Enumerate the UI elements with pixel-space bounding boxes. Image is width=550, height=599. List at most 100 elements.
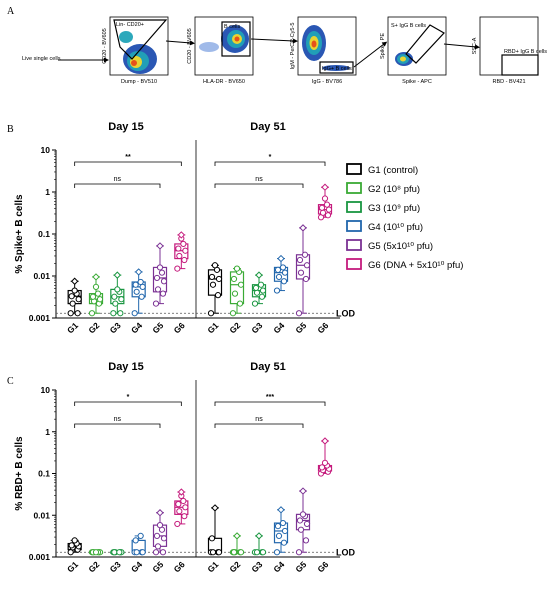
box-group	[273, 254, 289, 294]
data-point	[231, 290, 239, 297]
data-point	[257, 281, 265, 288]
y-tick-label: 10	[41, 145, 51, 155]
data-point	[71, 287, 78, 294]
day-title: Day 51	[250, 361, 285, 373]
data-point	[70, 277, 79, 285]
data-point	[321, 437, 329, 445]
data-point	[273, 549, 281, 556]
box-group	[317, 437, 333, 477]
day-title: Day 15	[108, 121, 143, 133]
data-point	[112, 300, 119, 307]
gate-outline	[113, 19, 168, 60]
gate-outline	[319, 61, 354, 74]
data-point	[230, 275, 238, 283]
data-point	[175, 245, 182, 252]
data-point	[154, 543, 162, 550]
x-tick-label: G6	[172, 559, 187, 574]
data-point	[233, 265, 241, 272]
significance-bracket	[214, 401, 326, 406]
data-point	[75, 296, 82, 303]
data-point	[88, 310, 96, 317]
data-point	[74, 310, 81, 317]
data-point	[113, 271, 122, 279]
significance-bracket	[74, 183, 161, 188]
data-point	[137, 532, 144, 540]
box-group	[88, 273, 104, 317]
gating-arrowhead	[189, 40, 195, 46]
data-point	[160, 535, 168, 542]
density-blob	[322, 65, 350, 71]
data-point	[176, 252, 183, 260]
data-point	[252, 284, 260, 292]
gate-outline	[501, 54, 539, 76]
data-point	[277, 254, 285, 263]
gating-plot: Lin- CD20+ Dump - BV510 CD20 - BV605	[102, 16, 195, 85]
x-tick-label: G6	[315, 320, 330, 335]
data-point	[255, 271, 263, 279]
data-point	[280, 539, 288, 546]
gate-outline	[221, 21, 251, 57]
legend-swatch	[346, 239, 362, 251]
data-point	[156, 242, 164, 250]
x-tick-label: G3	[249, 559, 264, 574]
box-group	[174, 488, 189, 528]
gate-label: Lin- CD20+	[116, 22, 144, 28]
legend-label: G5 (5x10¹⁰ pfu)	[368, 241, 433, 252]
significance-bracket	[74, 401, 182, 406]
gate-label: IgG+ B cells	[322, 66, 352, 72]
day-title: Day 15	[108, 361, 143, 373]
data-point	[71, 537, 78, 544]
plot-frame	[479, 16, 539, 76]
gating-plot: B cells HLA-DR - BV650 CD20 - BV605	[187, 16, 298, 85]
x-tick-label: G2	[227, 320, 242, 335]
significance-bracket	[214, 183, 304, 188]
data-point	[215, 549, 223, 556]
data-point	[68, 542, 75, 549]
gating-plot: IgG+ B cells IgG - BV786 IgM - PerCP-Cy5-5	[290, 16, 388, 85]
legend-label: G1 (control)	[368, 165, 418, 176]
box-group	[131, 532, 146, 556]
data-point	[118, 296, 125, 303]
data-point	[279, 264, 287, 271]
density-blob	[311, 40, 317, 48]
gating-arrowhead	[474, 44, 480, 50]
live-cells-label: Live single cells	[22, 56, 61, 62]
box-group	[207, 504, 223, 556]
gating-plot: S+ IgG B cells Spike - APC Spike - PE	[380, 16, 480, 85]
x-tick-label: G3	[108, 320, 123, 335]
x-tick-label: G2	[86, 559, 101, 574]
legend-swatch	[346, 163, 362, 175]
data-point	[299, 224, 307, 232]
lod-label: LOD	[336, 309, 355, 319]
data-point	[214, 292, 222, 299]
legend-label: G3 (10⁹ pfu)	[368, 203, 420, 214]
data-point	[303, 262, 311, 269]
gate-label: S+ IgG B cells	[391, 23, 426, 29]
x-tick-label: G5	[293, 559, 308, 574]
data-point	[301, 251, 309, 258]
gating-arrow	[250, 38, 295, 42]
data-point	[299, 511, 307, 518]
y-tick-label: 0.01	[33, 271, 50, 281]
gate-outline	[405, 24, 445, 64]
gating-arrow	[165, 40, 192, 44]
data-point	[259, 549, 267, 556]
data-point	[92, 283, 100, 291]
box-group	[251, 271, 267, 307]
day-title: Day 51	[250, 121, 285, 133]
panel-letter-a: A	[7, 6, 15, 17]
data-point	[281, 527, 289, 535]
legend-swatch	[346, 258, 362, 270]
plot-y-label: SSC-A	[472, 37, 478, 54]
data-point	[139, 549, 146, 556]
x-tick-label: G4	[271, 320, 286, 335]
data-point	[175, 500, 182, 508]
plot-y-label: Spike - PE	[380, 33, 386, 59]
significance-bracket	[214, 423, 304, 428]
data-point	[152, 300, 160, 307]
data-point	[303, 520, 311, 528]
data-point	[302, 537, 310, 544]
data-point	[321, 195, 329, 202]
data-point	[321, 183, 329, 191]
